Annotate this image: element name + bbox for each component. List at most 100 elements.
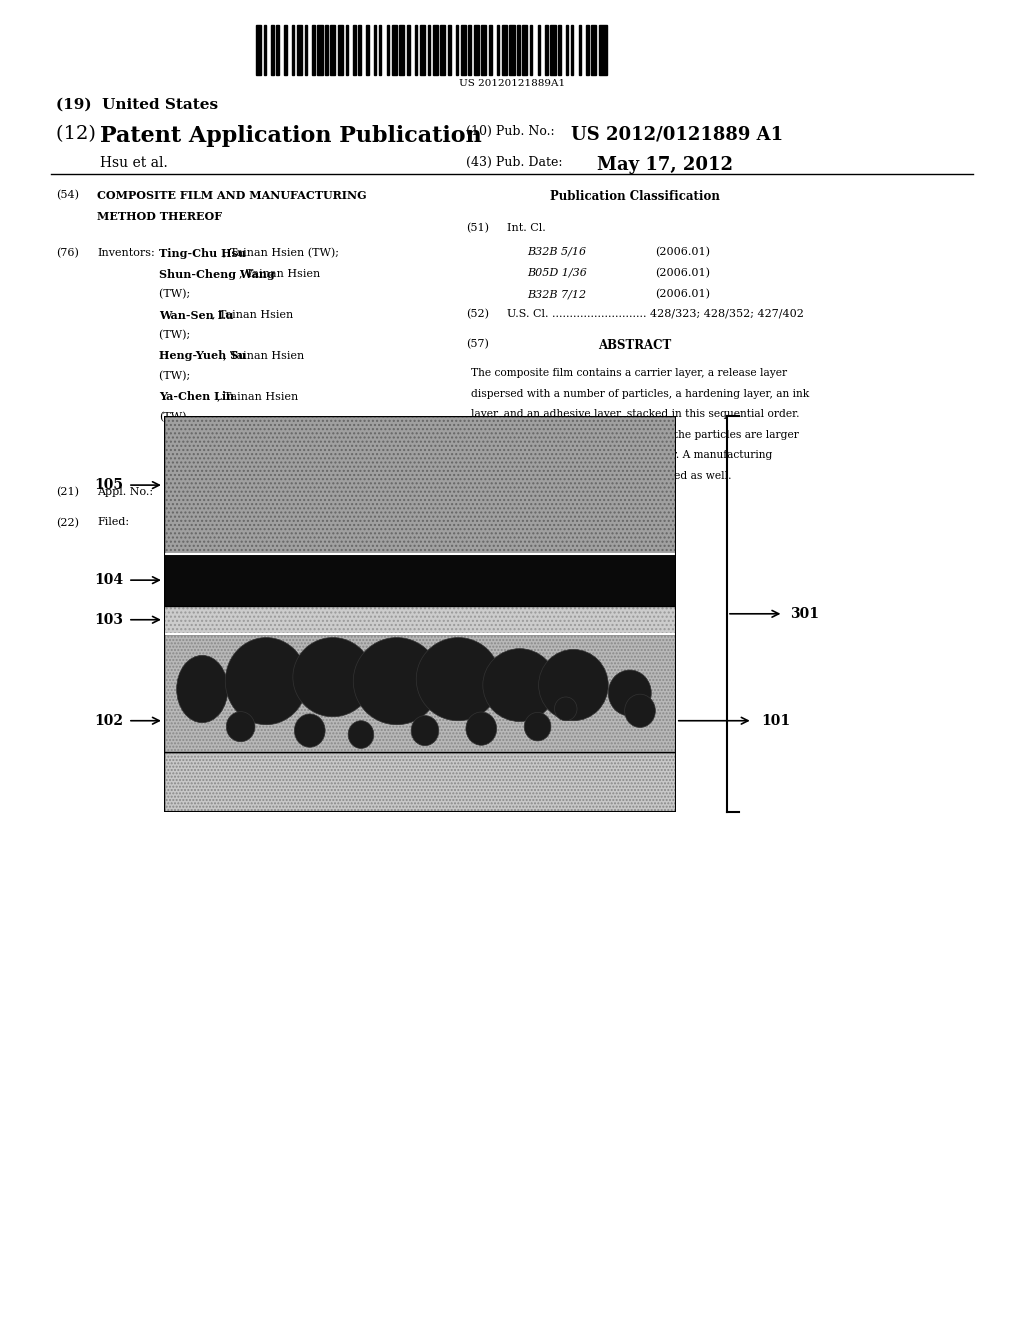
Bar xyxy=(353,25,356,75)
Bar xyxy=(392,25,397,75)
Text: (10) Pub. No.:: (10) Pub. No.: xyxy=(466,125,562,139)
Bar xyxy=(374,25,377,75)
Bar xyxy=(164,416,676,554)
Text: Appl. No.:: Appl. No.: xyxy=(97,487,154,498)
Text: (2006.01): (2006.01) xyxy=(655,268,711,279)
Text: (51): (51) xyxy=(466,223,488,234)
Text: (2006.01): (2006.01) xyxy=(655,289,711,300)
Text: Wan-Sen Lu: Wan-Sen Lu xyxy=(159,310,233,321)
Text: (22): (22) xyxy=(56,517,79,528)
Bar xyxy=(164,606,676,634)
Ellipse shape xyxy=(348,721,374,748)
Ellipse shape xyxy=(608,671,651,715)
Bar xyxy=(415,25,418,75)
Bar xyxy=(591,25,596,75)
Text: Patent Application Publication: Patent Application Publication xyxy=(100,125,482,148)
Text: (52): (52) xyxy=(466,309,488,319)
Bar xyxy=(256,25,261,75)
Text: B32B 7/12: B32B 7/12 xyxy=(527,289,587,300)
Text: , Tainan Hsien: , Tainan Hsien xyxy=(217,392,299,401)
Bar xyxy=(481,25,486,75)
Bar xyxy=(570,25,573,75)
Bar xyxy=(420,25,425,75)
Text: (TW);: (TW); xyxy=(159,371,194,381)
Bar xyxy=(264,25,266,75)
Bar xyxy=(367,25,369,75)
Bar xyxy=(538,25,540,75)
Ellipse shape xyxy=(483,648,557,722)
Text: , Tainan Hsien (TW);: , Tainan Hsien (TW); xyxy=(222,248,339,259)
Text: 12/948,711: 12/948,711 xyxy=(200,487,264,498)
Text: (TW);: (TW); xyxy=(159,289,194,300)
Bar xyxy=(510,25,515,75)
Bar xyxy=(387,25,389,75)
Bar xyxy=(440,25,445,75)
Bar xyxy=(164,554,676,606)
Text: US 2012/0121889 A1: US 2012/0121889 A1 xyxy=(571,125,783,144)
Bar xyxy=(305,25,307,75)
Bar xyxy=(346,25,348,75)
Text: (54): (54) xyxy=(56,190,79,201)
Ellipse shape xyxy=(295,714,326,747)
Text: 100: 100 xyxy=(633,775,662,789)
Bar xyxy=(428,25,430,75)
Text: The composite film contains a carrier layer, a release layer: The composite film contains a carrier la… xyxy=(471,368,787,379)
Ellipse shape xyxy=(226,711,255,742)
Text: , Tainan Hsien: , Tainan Hsien xyxy=(239,269,319,279)
Text: ABSTRACT: ABSTRACT xyxy=(598,339,672,352)
Text: METHOD THEREOF: METHOD THEREOF xyxy=(97,211,222,222)
Bar xyxy=(408,25,410,75)
Bar xyxy=(599,25,606,75)
Text: 102: 102 xyxy=(94,714,123,727)
Ellipse shape xyxy=(353,638,440,725)
Ellipse shape xyxy=(293,638,373,717)
Text: (12): (12) xyxy=(56,125,109,144)
Text: (57): (57) xyxy=(466,339,488,350)
Bar xyxy=(489,25,492,75)
Text: Ting-Chu Hsu: Ting-Chu Hsu xyxy=(159,248,246,259)
Text: Filed:: Filed: xyxy=(97,517,129,528)
Text: Hsu et al.: Hsu et al. xyxy=(100,156,168,170)
Text: The diameters of at least a portion of the particles are larger: The diameters of at least a portion of t… xyxy=(471,430,799,440)
Bar xyxy=(338,25,343,75)
Text: 104: 104 xyxy=(94,573,123,587)
Text: Ya-Chen Lin: Ya-Chen Lin xyxy=(159,392,233,403)
Bar xyxy=(497,25,500,75)
Ellipse shape xyxy=(177,656,227,722)
Ellipse shape xyxy=(524,713,551,741)
Bar xyxy=(502,25,507,75)
Ellipse shape xyxy=(539,649,608,721)
Text: , Tainan Hsien: , Tainan Hsien xyxy=(222,351,304,360)
Text: (76): (76) xyxy=(56,248,79,259)
Bar xyxy=(317,25,323,75)
Text: May 17, 2012: May 17, 2012 xyxy=(597,156,733,174)
Bar xyxy=(276,25,279,75)
Text: than the thickness of the release layer. A manufacturing: than the thickness of the release layer.… xyxy=(471,450,772,461)
Bar xyxy=(586,25,589,75)
Bar xyxy=(331,25,336,75)
Text: 301: 301 xyxy=(791,607,819,620)
Text: layer, and an adhesive layer, stacked in this sequential order.: layer, and an adhesive layer, stacked in… xyxy=(471,409,800,420)
Text: US 20120121889A1: US 20120121889A1 xyxy=(459,79,565,88)
Bar xyxy=(164,752,676,812)
Text: (2006.01): (2006.01) xyxy=(655,247,711,257)
Text: U.S. Cl. ........................... 428/323; 428/352; 427/402: U.S. Cl. ........................... 428… xyxy=(507,309,804,319)
Ellipse shape xyxy=(555,697,578,721)
Bar xyxy=(164,634,676,752)
Bar xyxy=(297,25,302,75)
Bar xyxy=(285,25,287,75)
Bar xyxy=(545,25,548,75)
Text: B32B 5/16: B32B 5/16 xyxy=(527,247,587,257)
Bar xyxy=(474,25,479,75)
Bar xyxy=(271,25,274,75)
Bar xyxy=(522,25,527,75)
Text: (TW);: (TW); xyxy=(159,330,194,341)
Bar xyxy=(530,25,532,75)
Text: 101: 101 xyxy=(761,714,790,727)
Text: Publication Classification: Publication Classification xyxy=(550,190,720,203)
Bar xyxy=(565,25,568,75)
Text: Nov. 17, 2010: Nov. 17, 2010 xyxy=(200,517,278,528)
Bar xyxy=(164,606,676,634)
Bar xyxy=(399,25,404,75)
Text: (43) Pub. Date:: (43) Pub. Date: xyxy=(466,156,562,169)
